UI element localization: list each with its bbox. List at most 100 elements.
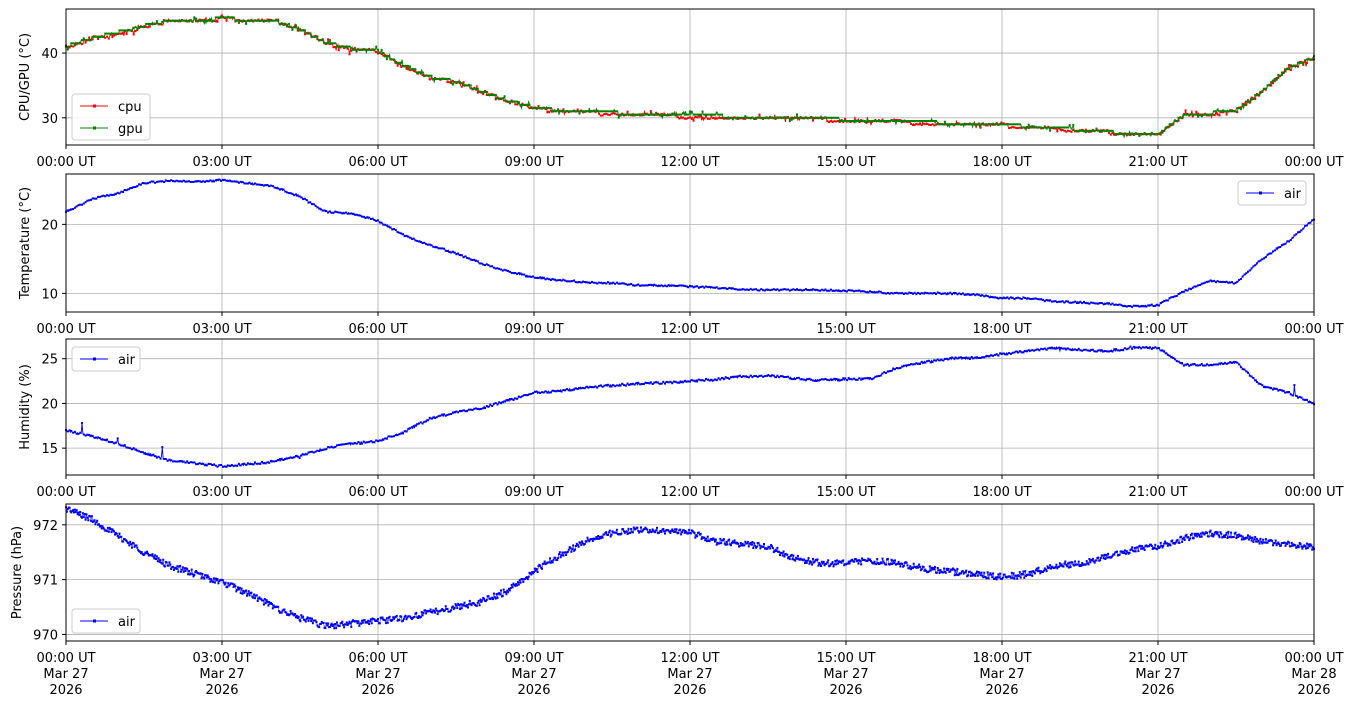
- data-point: [715, 286, 718, 289]
- data-point: [184, 19, 187, 22]
- data-point: [676, 381, 679, 384]
- data-point: [229, 16, 231, 19]
- data-point: [421, 74, 424, 76]
- data-point: [1065, 130, 1068, 133]
- data-point: [1272, 388, 1274, 391]
- data-point: [451, 411, 454, 414]
- data-point: [963, 293, 966, 296]
- data-point: [674, 114, 677, 117]
- data-point: [994, 576, 997, 579]
- data-point: [134, 448, 137, 451]
- data-point: [154, 455, 157, 458]
- data-point: [188, 19, 190, 22]
- data-point: [1097, 556, 1100, 559]
- data-point: [400, 232, 403, 235]
- data-point: [614, 110, 617, 113]
- data-point: [642, 284, 645, 287]
- data-point: [419, 421, 422, 424]
- data-point: [70, 430, 73, 432]
- data-point: [1077, 301, 1080, 304]
- data-point: [216, 178, 219, 181]
- data-point: [1129, 134, 1132, 137]
- data-point: [70, 208, 73, 211]
- data-point: [1196, 535, 1199, 538]
- data-point: [909, 565, 912, 568]
- x-tick-label: 06:00 UT: [348, 322, 407, 337]
- data-point: [375, 45, 378, 48]
- data-point: [624, 283, 627, 286]
- data-point: [1136, 346, 1139, 349]
- data-point: [589, 282, 592, 285]
- data-point: [78, 514, 81, 516]
- data-point: [690, 110, 693, 113]
- series-air: [65, 345, 1315, 468]
- data-point: [1158, 546, 1161, 549]
- data-point: [1200, 535, 1203, 538]
- data-point: [756, 375, 759, 378]
- y-tick-label: 20: [41, 397, 58, 412]
- data-point: [1022, 126, 1025, 129]
- data-point: [977, 571, 980, 573]
- data-point: [803, 378, 806, 381]
- data-point: [195, 180, 198, 183]
- data-point: [733, 539, 736, 542]
- data-point: [726, 377, 729, 379]
- data-point: [978, 572, 981, 575]
- data-point: [1270, 252, 1273, 255]
- data-point: [908, 567, 911, 570]
- data-point: [1165, 542, 1168, 545]
- data-point: [860, 120, 863, 122]
- data-point: [298, 457, 301, 460]
- data-point: [954, 292, 957, 294]
- data-point: [516, 103, 519, 106]
- data-point: [1054, 300, 1057, 303]
- data-point: [947, 292, 950, 295]
- data-point: [202, 462, 205, 465]
- data-point: [1027, 123, 1030, 126]
- data-point: [1263, 257, 1266, 260]
- data-point: [818, 561, 821, 564]
- data-point: [851, 120, 854, 122]
- data-point: [542, 391, 545, 394]
- data-point: [150, 22, 153, 25]
- data-point: [152, 180, 155, 183]
- data-point: [924, 361, 927, 364]
- data-point: [234, 464, 237, 467]
- data-point: [554, 556, 557, 559]
- data-point: [384, 437, 387, 440]
- data-point: [726, 543, 729, 546]
- data-point: [326, 624, 329, 627]
- data-point: [681, 531, 683, 534]
- data-point: [476, 260, 479, 263]
- data-point: [296, 28, 299, 31]
- data-point: [1001, 352, 1003, 355]
- data-point: [1022, 296, 1025, 299]
- data-point: [749, 374, 752, 377]
- data-point: [804, 379, 807, 382]
- data-point: [1036, 298, 1039, 301]
- data-point: [1307, 222, 1310, 225]
- data-point: [933, 359, 936, 362]
- data-point: [136, 546, 139, 549]
- data-point: [787, 288, 790, 291]
- data-point: [336, 211, 338, 214]
- data-point: [680, 284, 683, 287]
- data-point: [574, 281, 577, 284]
- data-point: [931, 292, 934, 295]
- data-point: [295, 26, 297, 29]
- data-point: [378, 439, 381, 442]
- data-point: [609, 535, 612, 538]
- data-point: [86, 433, 89, 436]
- data-point: [348, 53, 351, 56]
- data-point: [952, 123, 955, 126]
- data-point: [1275, 544, 1278, 547]
- data-point: [879, 374, 882, 377]
- data-point: [516, 397, 519, 400]
- data-point: [1074, 348, 1077, 351]
- data-point: [1247, 371, 1249, 374]
- data-point: [603, 113, 606, 116]
- data-point: [1207, 364, 1210, 367]
- x-tick-label: 18:00 UT: [972, 322, 1031, 337]
- data-point: [626, 113, 629, 116]
